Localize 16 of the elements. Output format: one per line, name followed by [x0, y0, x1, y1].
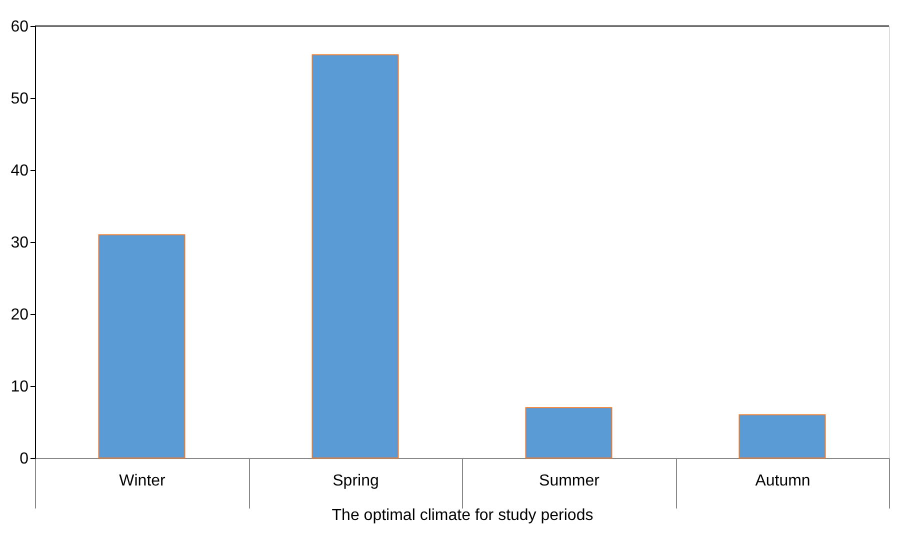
- y-tick-label: 50: [10, 90, 29, 108]
- bar: [312, 54, 399, 458]
- x-tick-label: Spring: [332, 472, 379, 490]
- x-axis-title: The optimal climate for study periods: [332, 507, 594, 524]
- y-tick-label: 10: [10, 378, 29, 396]
- y-tick-label: 30: [10, 234, 29, 252]
- y-tick-label: 20: [10, 306, 29, 324]
- x-tick-label: Autumn: [755, 472, 810, 490]
- y-tick-label: 40: [10, 162, 29, 180]
- y-tick-label: 60: [10, 18, 29, 36]
- y-tick-label: 0: [20, 450, 29, 468]
- x-tick-label: Summer: [539, 472, 600, 490]
- x-tick-label: Winter: [119, 472, 166, 490]
- bar: [525, 407, 612, 458]
- bar: [98, 234, 186, 458]
- bar: [738, 414, 826, 458]
